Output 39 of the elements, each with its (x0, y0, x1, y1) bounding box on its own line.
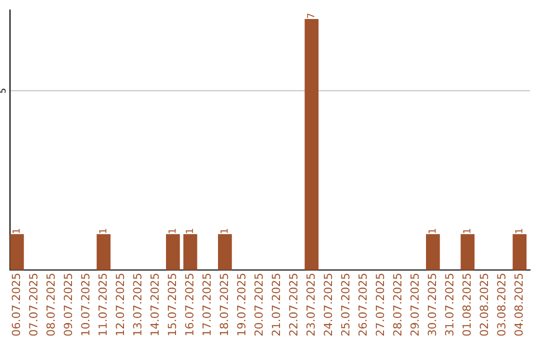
x-tick-label: 23.07.2025 (306, 274, 315, 336)
x-tick-label: 24.07.2025 (324, 274, 332, 336)
x-tick-label: 07.07.2025 (29, 274, 38, 336)
x-tick-label: 30.07.2025 (428, 274, 436, 336)
x-tick-label: 04.08.2025 (514, 274, 523, 336)
x-tick-label: 13.07.2025 (133, 274, 142, 336)
x-tick-label: 06.07.2025 (12, 274, 20, 336)
x-tick-label: 26.07.2025 (358, 274, 367, 336)
x-tick-label: 25.07.2025 (341, 274, 350, 336)
x-tick-label: 31.07.2025 (445, 274, 454, 336)
x-tick-label: 28.07.2025 (393, 274, 402, 336)
x-tick-label: 17.07.2025 (202, 274, 211, 336)
x-tick-label: 01.08.2025 (462, 274, 471, 336)
data-label: 1 (12, 228, 20, 234)
data-label: 1 (463, 228, 470, 234)
x-tick-label: 19.07.2025 (237, 274, 246, 336)
x-tick-label: 29.07.2025 (410, 274, 419, 336)
data-label: 1 (428, 228, 436, 234)
x-tick-label: 18.07.2025 (220, 274, 228, 336)
x-tick-label: 10.07.2025 (81, 274, 90, 336)
x-tick-label: 11.07.2025 (98, 274, 107, 336)
x-tick-label: 22.07.2025 (289, 274, 298, 336)
x-tick-label: 15.07.2025 (168, 274, 176, 336)
data-label: 1 (220, 228, 228, 234)
x-tick-label: 02.08.2025 (480, 274, 488, 336)
x-tick-label: 12.07.2025 (116, 274, 124, 336)
x-tick-label: 27.07.2025 (376, 274, 384, 336)
data-label: 1 (186, 228, 193, 234)
x-tick-label: 14.07.2025 (150, 274, 159, 336)
data-label: 1 (515, 228, 522, 234)
data-label: 1 (168, 228, 176, 234)
x-tick-label: 09.07.2025 (64, 274, 72, 336)
x-tick-label: 03.08.2025 (497, 274, 506, 336)
x-tick-label: 21.07.2025 (272, 274, 280, 336)
data-label: 7 (307, 14, 314, 18)
data-label: 1 (99, 228, 106, 234)
x-tick-label: 16.07.2025 (185, 274, 194, 336)
x-tick-label: 08.07.2025 (46, 274, 55, 336)
x-tick-label: 20.07.2025 (254, 274, 263, 336)
